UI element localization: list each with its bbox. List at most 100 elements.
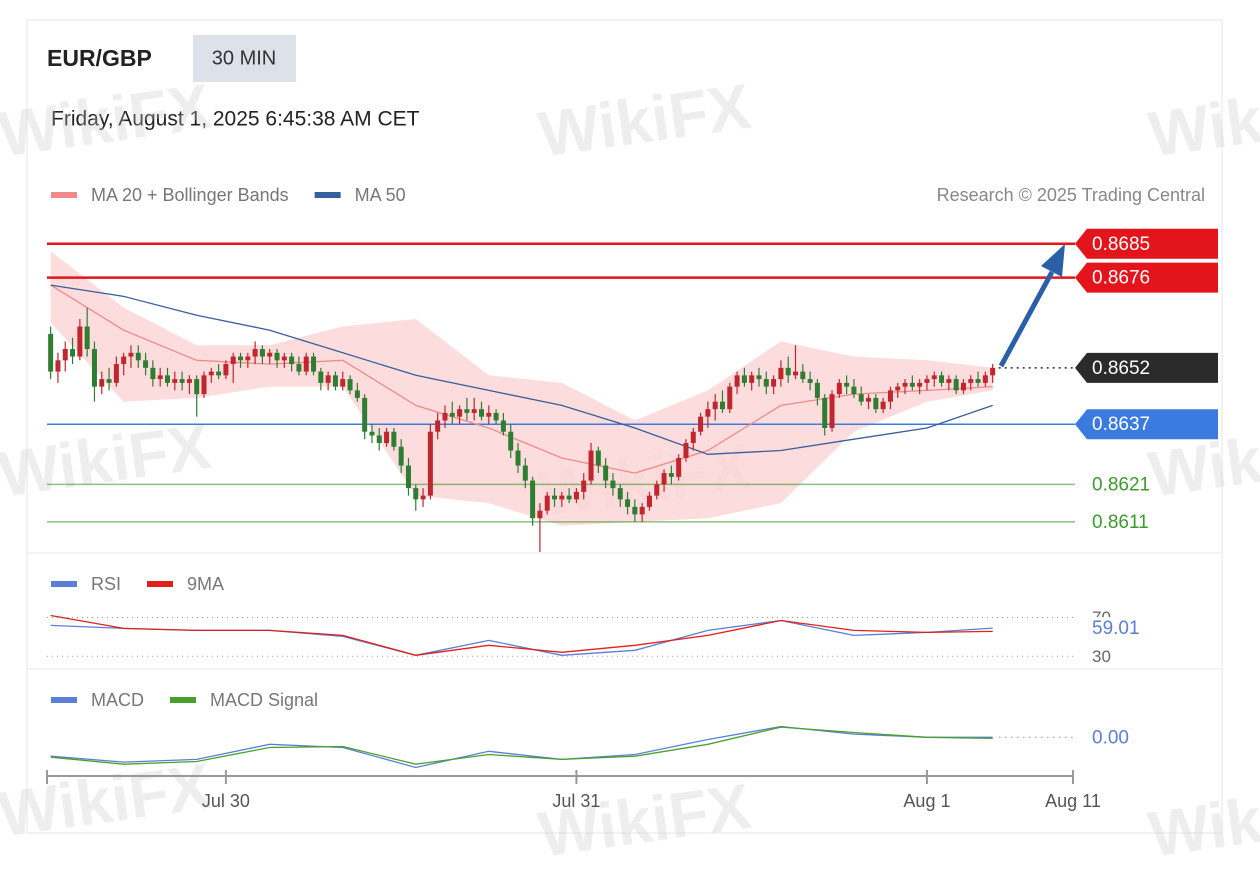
candle-body — [427, 431, 433, 496]
candle-body — [654, 484, 660, 496]
candle-body — [354, 390, 360, 398]
candle-body — [84, 326, 90, 350]
ma-line — [50, 284, 993, 455]
level-label: 0.8652 — [1092, 358, 1150, 379]
candle-body — [851, 386, 857, 395]
candle-body — [909, 382, 915, 387]
candle-body — [186, 379, 192, 383]
x-tick-label: Jul 30 — [202, 791, 250, 811]
x-tick-label: Aug 1 — [903, 791, 950, 811]
chart-title: EUR/GBP — [47, 45, 152, 71]
level-label: 0.8637 — [1092, 414, 1150, 435]
candle-body — [822, 397, 828, 428]
candle-body — [216, 371, 222, 376]
candle-body — [405, 465, 411, 489]
candle-body — [676, 458, 682, 477]
candle-body — [800, 371, 806, 380]
candle-body — [369, 431, 375, 436]
macd-line — [50, 726, 993, 765]
timeframe: 30 MIN — [212, 47, 276, 69]
legend-swatch — [51, 192, 77, 198]
candle-body — [625, 499, 631, 507]
candle-body — [829, 394, 835, 428]
level-label: 0.8621 — [1092, 474, 1150, 495]
candle-body — [953, 379, 959, 391]
candle-body — [749, 375, 755, 383]
candle-body — [544, 495, 550, 511]
candle-body — [508, 431, 514, 451]
bollinger-band — [50, 251, 993, 526]
candle-body — [398, 446, 404, 466]
candle-body — [581, 480, 587, 492]
rsi-line — [50, 614, 993, 656]
candle-body — [632, 506, 638, 515]
candle-body — [719, 401, 725, 410]
candle-body — [230, 356, 236, 365]
candle-body — [639, 506, 645, 515]
candle-body — [143, 360, 149, 368]
level-label: 0.8685 — [1092, 234, 1150, 255]
legend-swatch — [51, 581, 77, 587]
candle-body — [982, 375, 988, 383]
candle-body — [785, 367, 791, 376]
candle-body — [793, 371, 799, 376]
timeframe-box — [193, 35, 296, 82]
candle-body — [223, 364, 229, 376]
candle-body — [924, 379, 930, 383]
level-tag — [1075, 228, 1218, 259]
candle-body — [595, 450, 601, 466]
candle-body — [238, 356, 244, 361]
candle-body — [698, 416, 704, 432]
candle-body — [303, 356, 309, 372]
candle-body — [902, 382, 908, 387]
candle-body — [771, 379, 777, 387]
last-value-label: 0.00 — [1092, 727, 1129, 748]
candle-body — [413, 488, 419, 500]
candle-body — [573, 491, 579, 500]
level-label: 0.8676 — [1092, 268, 1150, 289]
candle-body — [332, 375, 338, 387]
candle-body — [311, 356, 317, 372]
candle-body — [274, 352, 280, 361]
candle-body — [603, 465, 609, 481]
candle-body — [384, 431, 390, 443]
candle-body — [442, 412, 448, 421]
x-tick-label: Jul 31 — [552, 791, 600, 811]
candle-body — [975, 379, 981, 383]
candle-body — [318, 371, 324, 383]
candle-body — [91, 349, 97, 387]
candle-body — [668, 473, 674, 477]
level-tag — [1075, 409, 1218, 440]
candle-body — [887, 390, 893, 402]
candle-body — [150, 367, 156, 380]
candle-body — [537, 510, 543, 519]
candle-body — [968, 379, 974, 383]
candle-body — [646, 495, 652, 507]
candle-body — [449, 412, 455, 417]
legend-swatch — [170, 697, 196, 703]
legend-swatch — [51, 697, 77, 703]
legend-label: MACD Signal — [210, 690, 318, 710]
candle-body — [778, 367, 784, 380]
candle-body — [814, 382, 820, 398]
legend-label: MA 50 — [355, 185, 406, 205]
candle-body — [836, 382, 842, 395]
candle-body — [347, 379, 353, 391]
legend-label: 9MA — [187, 574, 224, 594]
candle-body — [121, 356, 127, 365]
candle-body — [486, 412, 492, 417]
y-tick-label: 30 — [1092, 647, 1111, 666]
candle-body — [391, 431, 397, 447]
candle-body — [208, 371, 214, 376]
subtitle: Friday, August 1, 2025 6:45:38 AM CET — [51, 108, 420, 131]
candle-body — [880, 401, 886, 410]
target-arrowhead — [1041, 244, 1065, 277]
candle-body — [325, 375, 331, 383]
candle-body — [917, 382, 923, 387]
candle-body — [858, 394, 864, 402]
candle-body — [895, 386, 901, 391]
level-tag — [1075, 352, 1218, 383]
candle-body — [362, 397, 368, 432]
